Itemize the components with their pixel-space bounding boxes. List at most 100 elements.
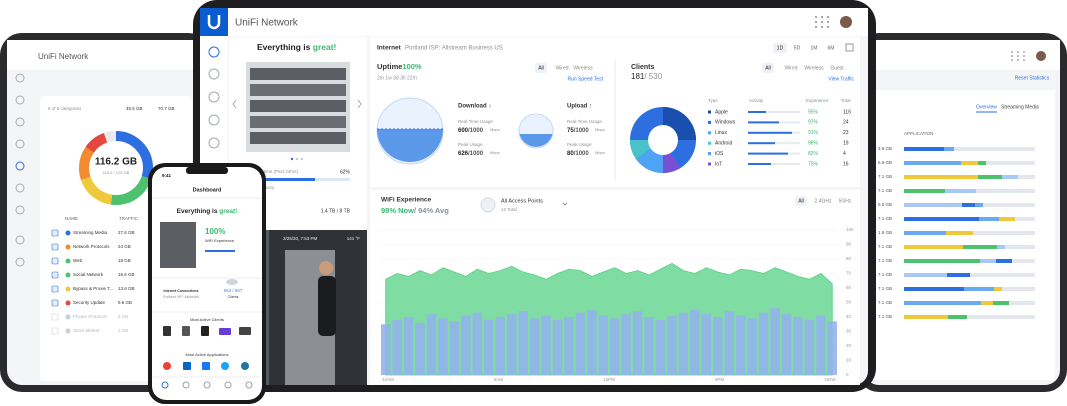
filter-tab[interactable]: 2.4GHz (815, 198, 832, 204)
filter-tab[interactable]: All (765, 65, 771, 71)
calendar-icon[interactable] (845, 43, 854, 52)
category-traffic: 27.6 GB (118, 230, 135, 235)
checkbox[interactable] (51, 313, 59, 321)
tab[interactable]: Streaming Media (1001, 104, 1039, 110)
label: Memory (258, 185, 275, 190)
wifi-bar (701, 314, 712, 375)
nav-icon[interactable] (15, 117, 25, 127)
filter-tab[interactable]: Guest (830, 65, 844, 71)
tab[interactable]: Overview (976, 104, 997, 110)
label-part: /1000 (574, 151, 590, 157)
pager-dot[interactable] (290, 157, 294, 161)
bar-segment (904, 175, 978, 179)
range-tab[interactable]: 5D (794, 45, 801, 51)
wifi-bar (449, 321, 460, 375)
app-icon (221, 362, 229, 370)
filter-tab[interactable]: Wireless (804, 65, 824, 71)
nav-icon[interactable] (182, 381, 190, 389)
reset-link[interactable]: Reset Statistics (1015, 75, 1050, 81)
menu-dot[interactable] (827, 16, 829, 18)
menu-dot[interactable] (827, 26, 829, 28)
menu-dot (1017, 55, 1019, 57)
menu-dot[interactable] (815, 16, 817, 18)
filter-tab[interactable]: Wireless (573, 65, 593, 71)
category-name: Social Network (73, 272, 104, 277)
pager-dot[interactable] (295, 157, 299, 161)
menu-dot (1023, 55, 1025, 57)
label-part: 100% (402, 62, 422, 71)
menu-dot[interactable] (821, 21, 823, 23)
range-tab[interactable]: 6M (828, 45, 835, 51)
nav-icon[interactable] (203, 381, 211, 389)
checkbox[interactable] (51, 229, 59, 237)
wifi-bar (564, 317, 574, 375)
filter-tab[interactable]: All (538, 65, 544, 71)
menu-dot[interactable] (821, 16, 823, 18)
label: TRAFFIC (119, 216, 139, 221)
label-part: /1000 (574, 128, 590, 134)
menu-dot[interactable] (815, 21, 817, 23)
wifi-bar (529, 318, 540, 375)
column-header: Total (841, 98, 851, 103)
checkbox[interactable] (51, 243, 59, 251)
nav-icon[interactable] (161, 381, 169, 389)
nav-icon[interactable] (15, 257, 25, 267)
nav-icon[interactable] (208, 114, 220, 126)
category-name: Streaming Media (73, 230, 108, 235)
arrow-left[interactable] (232, 99, 237, 109)
nav-icon[interactable] (15, 95, 25, 105)
label: Upload ↑ (567, 104, 592, 110)
arrow-right[interactable] (357, 99, 362, 109)
bar-segment (948, 315, 967, 319)
checkbox[interactable] (51, 327, 59, 335)
nav-icon[interactable] (224, 381, 232, 389)
label: 12 Total (501, 207, 517, 212)
nav-icon[interactable] (15, 161, 25, 171)
label: Most Active Clients (190, 317, 224, 322)
range-tab[interactable]: 1D (777, 45, 784, 51)
nav-icon[interactable] (15, 205, 25, 215)
client-icon (239, 327, 251, 335)
type-dot (708, 120, 711, 124)
filter-tab[interactable]: 5GHz (839, 198, 852, 204)
view-traffic-link[interactable]: View Traffic (828, 76, 854, 82)
pager-dot[interactable] (300, 157, 304, 161)
traffic-value: 7.1 GB (878, 244, 892, 249)
filter-tab[interactable]: Wired (555, 65, 568, 71)
dropdown-arrow[interactable] (562, 202, 568, 206)
center-tablet: UniFi Network Everything is great! Uptime … (193, 0, 876, 392)
filter-tab[interactable]: All (798, 198, 804, 204)
nav-icon[interactable] (208, 91, 220, 103)
nav-icon[interactable] (15, 235, 25, 245)
label: Real-Time Usage (567, 119, 602, 124)
speed-test-link[interactable]: Run Speed Test (568, 76, 604, 82)
menu-dot[interactable] (821, 26, 823, 28)
checkbox[interactable] (51, 257, 59, 265)
nav-icon[interactable] (15, 183, 25, 193)
nav-icon[interactable] (208, 46, 220, 58)
nav-icon[interactable] (208, 68, 220, 80)
label: 600/1000 (458, 128, 484, 134)
client-type: Apple (715, 109, 728, 115)
nav-icon[interactable] (208, 137, 220, 149)
checkbox[interactable] (51, 299, 59, 307)
x-tick-label: 6AM (494, 377, 504, 382)
menu-dot[interactable] (827, 21, 829, 23)
label-part: 98% Now (381, 206, 414, 215)
nav-icon[interactable] (15, 73, 25, 83)
category-dot (65, 272, 71, 278)
nav-icon[interactable] (15, 139, 25, 149)
nav-icon[interactable] (245, 381, 253, 389)
filter-tab[interactable]: Wired (784, 65, 797, 71)
checkbox[interactable] (51, 285, 59, 293)
client-total: 19 (843, 141, 849, 147)
label: Mbps (490, 127, 500, 132)
menu-dot[interactable] (815, 26, 817, 28)
wifi-bar (575, 312, 586, 375)
label-part: 80 (567, 151, 574, 157)
wifi-bar (770, 308, 780, 375)
usage-gauge-fill (377, 129, 443, 162)
range-tab[interactable]: 1M (811, 45, 818, 51)
checkbox[interactable] (51, 271, 59, 279)
wifi-bar (655, 319, 666, 375)
